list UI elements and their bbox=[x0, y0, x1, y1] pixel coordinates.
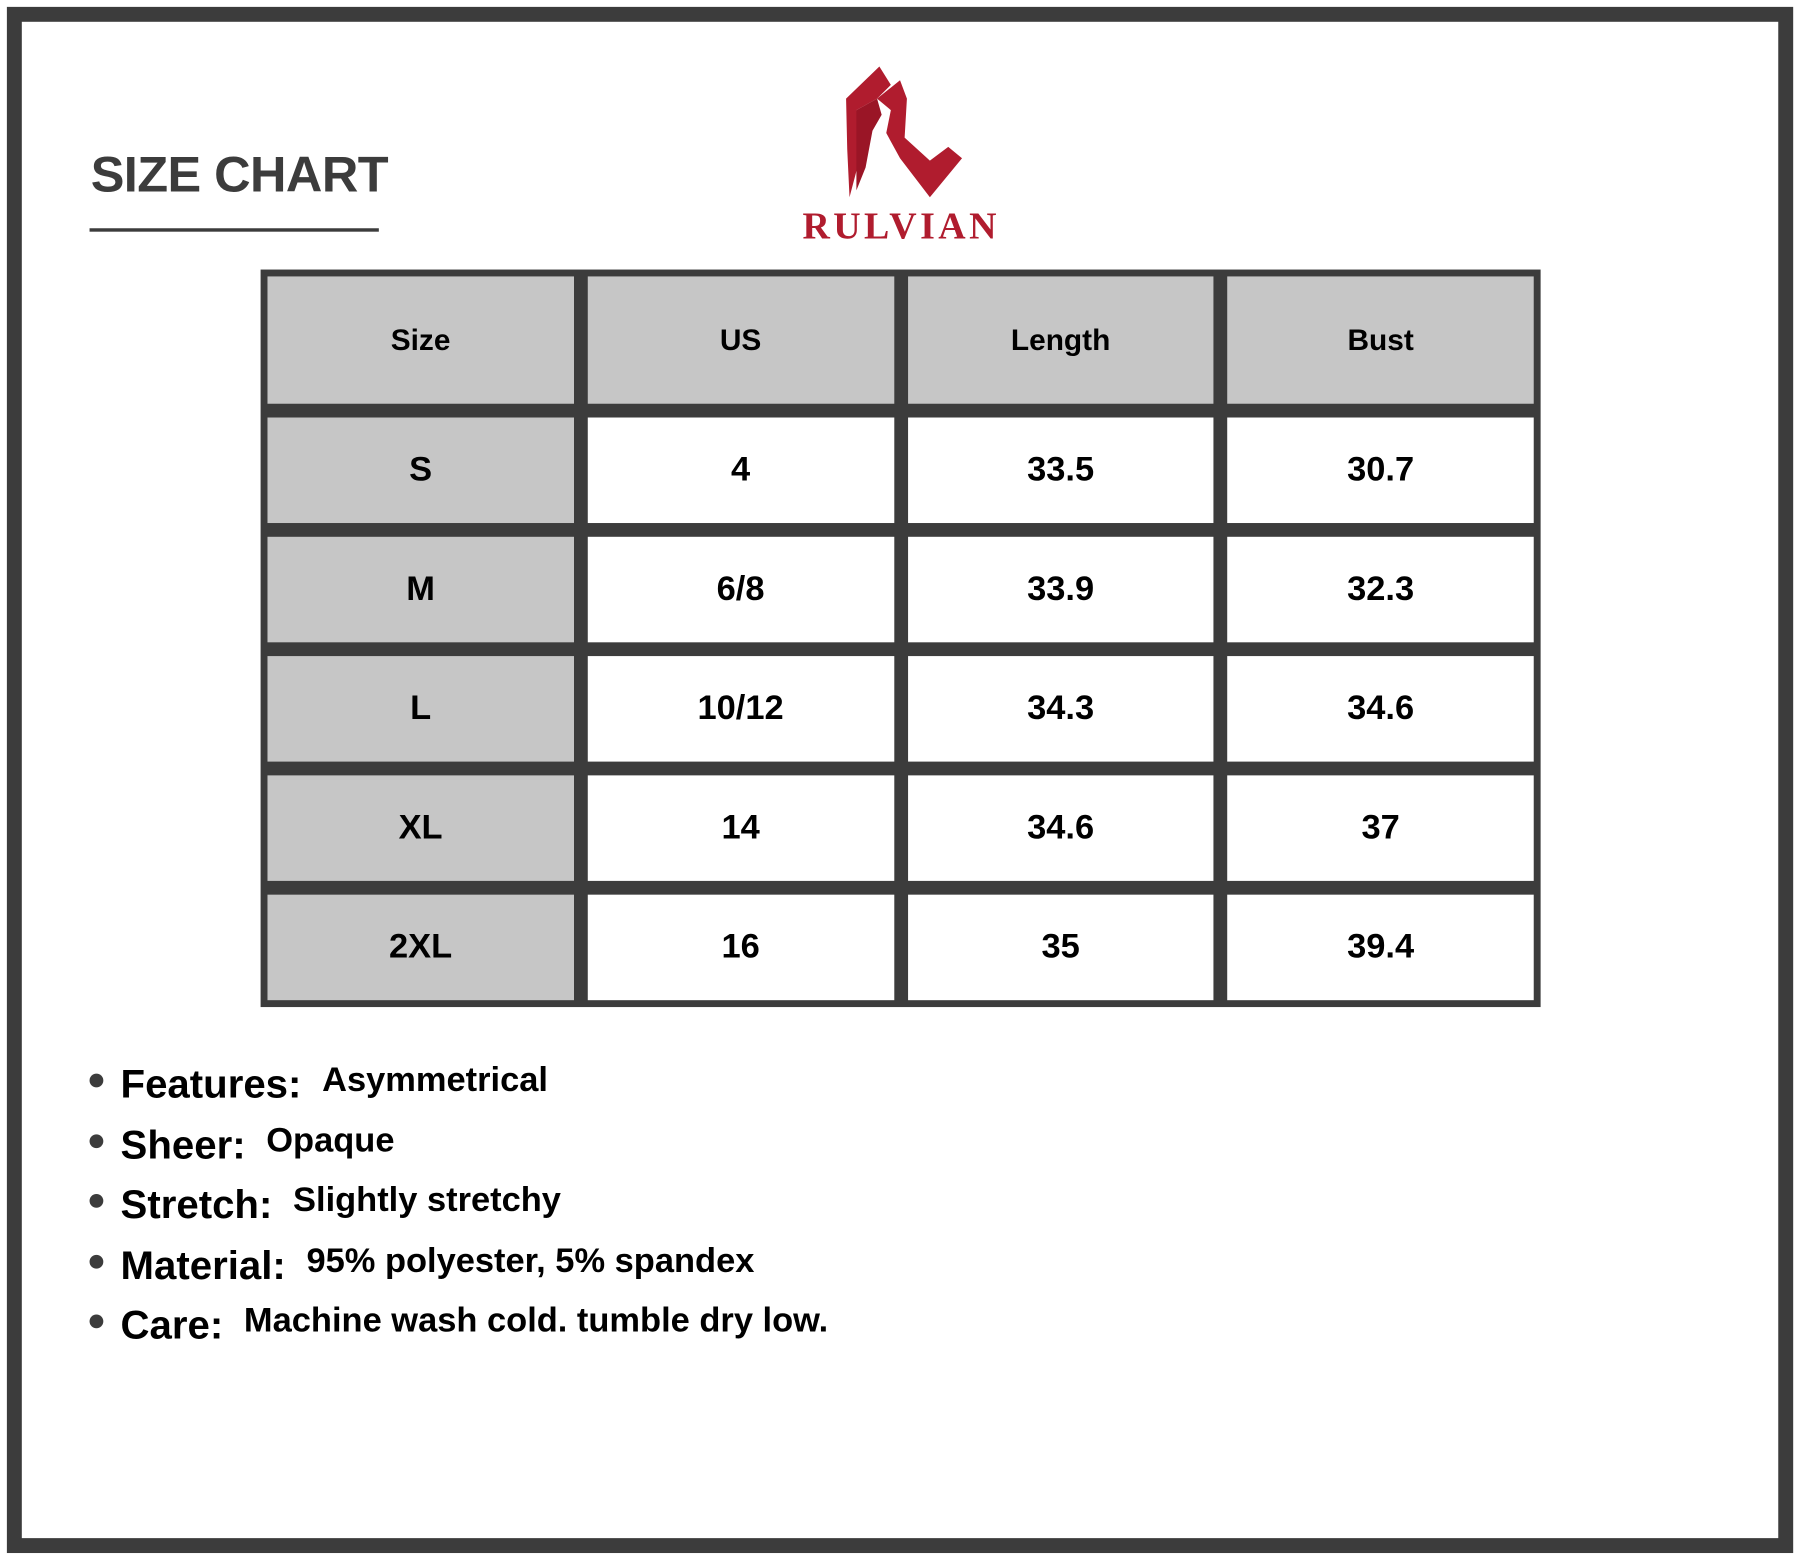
column-header: Bust bbox=[1227, 276, 1534, 404]
table-cell: 30.7 bbox=[1227, 417, 1534, 524]
table-cell: 16 bbox=[587, 894, 894, 1001]
size-cell: XL bbox=[267, 775, 574, 881]
page-title: SIZE CHART bbox=[90, 146, 389, 204]
size-cell: M bbox=[267, 536, 574, 643]
column-header: US bbox=[587, 276, 894, 404]
feature-value: Asymmetrical bbox=[322, 1061, 548, 1100]
feature-value: Machine wash cold. tumble dry low. bbox=[243, 1302, 829, 1340]
table-cell: 37 bbox=[1227, 775, 1534, 881]
feature-item: Sheer: Opaque bbox=[89, 1115, 829, 1175]
feature-label: Sheer: bbox=[120, 1122, 246, 1168]
bullet-icon bbox=[89, 1073, 104, 1088]
feature-value: 95% polyester, 5% spandex bbox=[306, 1241, 755, 1280]
brand-name: RULVIAN bbox=[802, 206, 1000, 248]
column-header: Length bbox=[907, 276, 1214, 404]
size-table: Size US Length Bust S 4 33.5 30.7 M 6/8 33.9 32.3 L 1… bbox=[260, 269, 1541, 1008]
table-cell: 14 bbox=[587, 775, 894, 881]
table-cell: 34.3 bbox=[907, 656, 1214, 762]
feature-label: Stretch: bbox=[120, 1182, 273, 1228]
size-cell: L bbox=[267, 656, 574, 762]
size-cell: S bbox=[267, 417, 574, 524]
title-underline bbox=[89, 228, 379, 232]
brand-logo: RULVIAN bbox=[781, 64, 1022, 248]
column-header: Size bbox=[267, 276, 574, 404]
bullet-icon bbox=[89, 1314, 104, 1329]
table-cell: 10/12 bbox=[587, 656, 894, 762]
table-cell: 32.3 bbox=[1227, 536, 1534, 643]
table-cell: 34.6 bbox=[1227, 656, 1534, 762]
feature-label: Care: bbox=[120, 1303, 224, 1349]
table-cell: 34.6 bbox=[907, 775, 1214, 881]
feature-item: Stretch: Slightly stretchy bbox=[89, 1176, 829, 1236]
stylized-r-logo-icon bbox=[846, 66, 963, 198]
bullet-icon bbox=[89, 1134, 104, 1148]
feature-value: Opaque bbox=[266, 1121, 395, 1160]
feature-value: Slightly stretchy bbox=[293, 1181, 561, 1220]
table-cell: 39.4 bbox=[1227, 894, 1534, 1001]
size-cell: 2XL bbox=[267, 894, 574, 1001]
feature-label: Material: bbox=[120, 1243, 286, 1288]
bullet-icon bbox=[89, 1254, 104, 1269]
feature-item: Material: 95% polyester, 5% spandex bbox=[89, 1236, 829, 1296]
feature-item: Care: Machine wash cold. tumble dry low. bbox=[89, 1296, 829, 1356]
feature-list: Features: Asymmetrical Sheer: Opaque Stretch… bbox=[89, 1055, 829, 1356]
table-cell: 35 bbox=[907, 894, 1214, 1001]
table-cell: 4 bbox=[587, 417, 894, 524]
feature-item: Features: Asymmetrical bbox=[89, 1055, 829, 1115]
table-cell: 6/8 bbox=[587, 536, 894, 643]
table-cell: 33.9 bbox=[907, 536, 1214, 643]
bullet-icon bbox=[89, 1194, 104, 1209]
feature-label: Features: bbox=[120, 1062, 302, 1108]
table-cell: 33.5 bbox=[907, 417, 1214, 524]
